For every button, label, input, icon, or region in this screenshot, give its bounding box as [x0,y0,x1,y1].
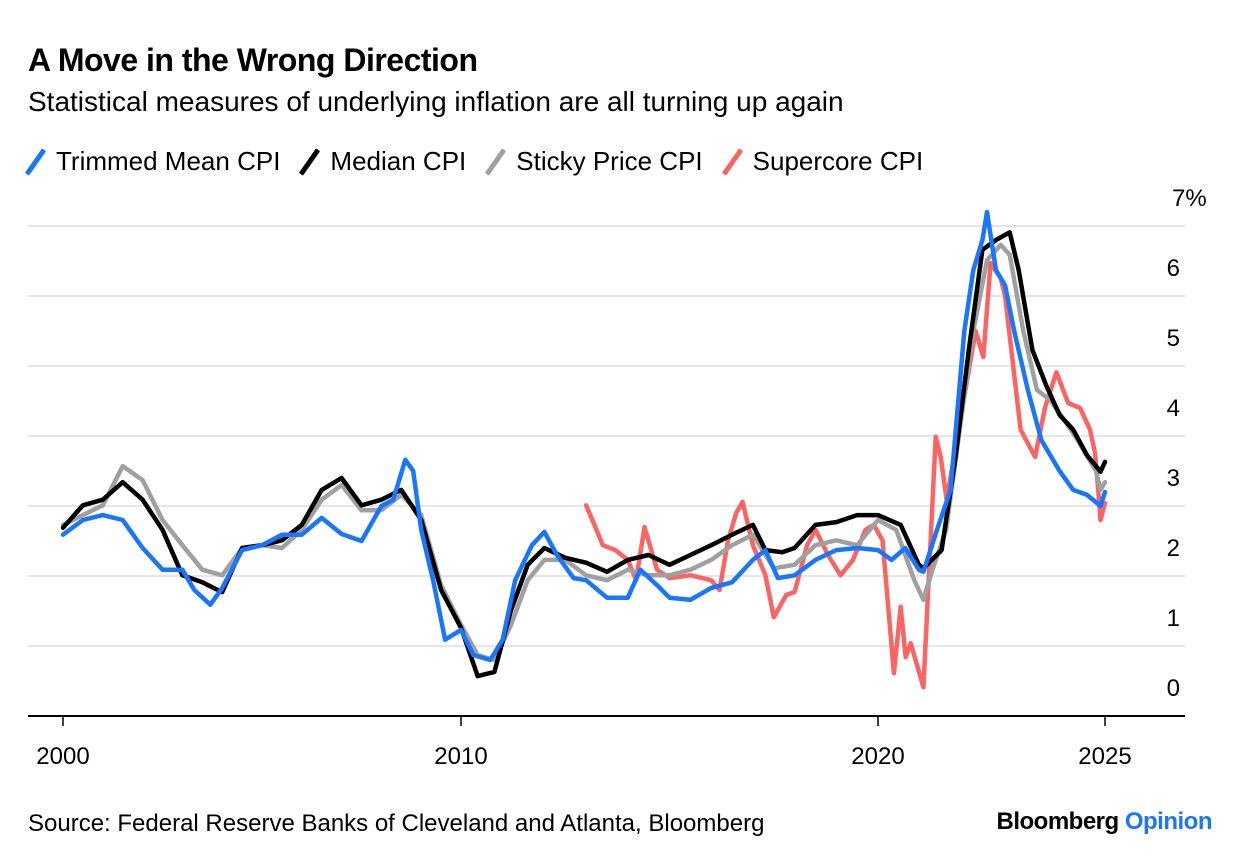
y-tick-label: 7% [1172,185,1207,212]
legend-item-sticky-price: Sticky Price CPI [488,146,702,177]
legend: Trimmed Mean CPI Median CPI Sticky Price… [28,146,945,177]
legend-item-median: Median CPI [302,146,466,177]
chart-title: A Move in the Wrong Direction [28,42,478,78]
y-tick-label: 6 [1167,255,1180,282]
legend-item-supercore: Supercore CPI [725,146,924,177]
x-tick-label: 2010 [434,743,487,770]
y-tick-label: 5 [1167,325,1180,352]
series-line-trimmed-mean-cpi [60,209,1108,663]
legend-label: Trimmed Mean CPI [56,146,281,176]
legend-label: Supercore CPI [752,146,924,176]
y-tick-label: 2 [1167,535,1180,562]
legend-item-trimmed-mean: Trimmed Mean CPI [28,146,280,177]
y-tick-label: 1 [1167,605,1180,632]
y-tick-label: 4 [1167,395,1180,422]
legend-label: Median CPI [330,146,467,176]
x-tick-label: 2025 [1078,743,1131,770]
y-tick-label: 0 [1167,675,1180,702]
logo-suffix: Opinion [1124,808,1213,835]
chart-subtitle: Statistical measures of underlying infla… [28,86,844,117]
legend-label: Sticky Price CPI [516,146,703,176]
series-line-median-cpi [60,230,1108,679]
bloomberg-opinion-logo: Bloomberg Opinion [997,808,1213,836]
source-note: Source: Federal Reserve Banks of Clevela… [28,810,765,837]
series-line-sticky-price-cpi [60,242,1108,663]
x-tick-label: 2020 [851,743,904,770]
x-tick-label: 2000 [36,743,89,770]
y-tick-label: 3 [1167,465,1180,492]
logo-brand: Bloomberg [996,808,1120,835]
